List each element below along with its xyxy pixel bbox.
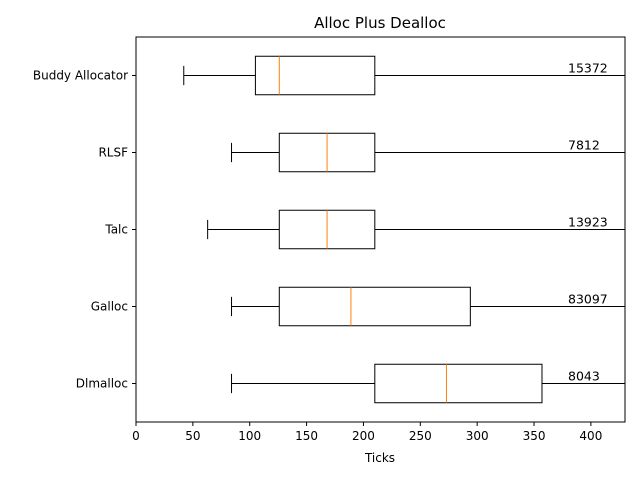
x-tick-label: 400 <box>579 429 602 443</box>
annotation-dlmalloc: 8043 <box>568 369 600 384</box>
box-galloc: 83097 <box>231 286 625 327</box>
x-tick-label: 50 <box>185 429 200 443</box>
y-tick-label: RLSF <box>98 146 128 160</box>
y-tick-label: Buddy Allocator <box>33 69 128 83</box>
chart-title: Alloc Plus Dealloc <box>314 14 446 32</box>
box-talc: 13923 <box>207 209 625 250</box>
box-dlmalloc: 8043 <box>231 363 625 404</box>
x-tick-label: 200 <box>352 429 375 443</box>
box-iqr <box>278 286 471 327</box>
box-buddy-allocator: 15372 <box>183 55 625 96</box>
annotation-galloc: 83097 <box>568 292 608 307</box>
y-tick-label: Galloc <box>91 300 128 314</box>
x-axis: 0 50 100 150 200 250 300 350 400 <box>132 422 602 443</box>
annotation-buddy-allocator: 15372 <box>568 61 608 76</box>
x-tick-label: 150 <box>295 429 318 443</box>
box-iqr <box>254 55 376 96</box>
x-axis-label: Ticks <box>364 451 395 465</box>
box-rlsf: 7812 <box>231 132 625 173</box>
box-iqr <box>374 363 543 404</box>
x-tick-label: 300 <box>466 429 489 443</box>
x-tick-label: 0 <box>132 429 140 443</box>
annotation-talc: 13923 <box>568 215 608 230</box>
plot-frame <box>135 36 626 423</box>
x-tick-label: 250 <box>409 429 432 443</box>
y-tick-label: Dlmalloc <box>76 377 128 391</box>
x-tick-label: 100 <box>238 429 261 443</box>
x-tick-label: 350 <box>523 429 546 443</box>
y-axis: Dlmalloc Galloc Talc RLSF Buddy Allocator <box>33 69 136 391</box>
annotation-rlsf: 7812 <box>568 138 600 153</box>
y-tick-label: Talc <box>104 223 128 237</box>
plot-area: 8043 83097 13923 7812 15372 <box>183 55 625 404</box>
